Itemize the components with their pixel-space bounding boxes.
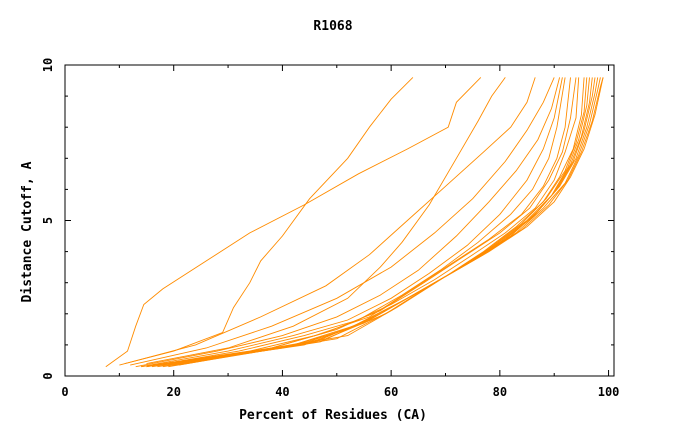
series-line-13 [151,77,588,368]
x-tick-label: 20 [166,385,180,399]
series-line-4 [119,77,536,366]
chart-title: R1068 [313,19,352,34]
series-line-6 [135,77,561,368]
y-tick-label: 10 [41,58,55,72]
series-line-20 [179,77,604,366]
x-tick-label: 100 [598,385,620,399]
series-line-8 [146,77,566,368]
axis-ticks [64,64,614,377]
series-line-1 [105,77,482,368]
y-tick-label: 5 [41,217,55,224]
series-line-11 [146,77,580,368]
plot-lines [105,77,604,368]
x-tick-label: 80 [493,385,507,399]
tick-labels: 0 20 40 60 80 100 0 5 10 [41,58,619,399]
x-tick-label: 60 [384,385,398,399]
x-tick-label: 40 [275,385,289,399]
series-line-19 [168,77,604,368]
x-axis-label: Percent of Residues (CA) [239,408,427,423]
series-line-3 [146,77,506,365]
series-line-17 [162,77,599,368]
x-tick-label: 0 [61,385,68,399]
series-line-5 [130,77,555,366]
y-axis-label: Distance Cutoff, A [20,161,35,302]
y-tick-label: 0 [41,372,55,379]
series-line-2 [124,77,414,365]
series-line-18 [173,77,601,366]
series-line-7 [141,77,563,368]
series-line-9 [141,77,571,368]
